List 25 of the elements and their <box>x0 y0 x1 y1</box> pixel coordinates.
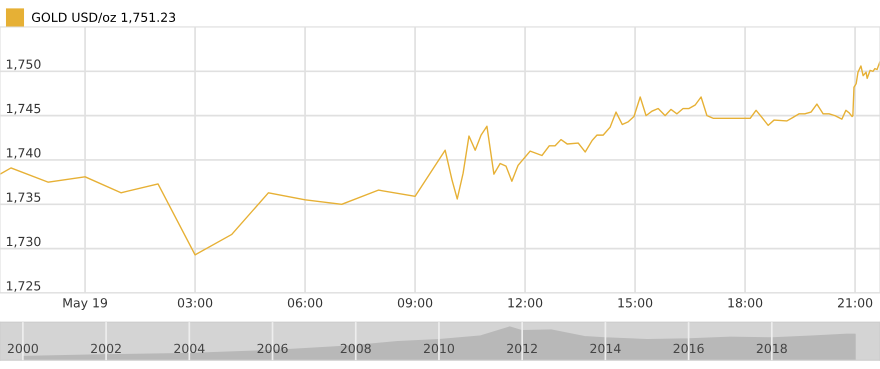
x-tick-label: 2018 <box>756 344 787 354</box>
x-tick-label: 2004 <box>174 344 205 354</box>
x-tick-label: May 19 <box>63 298 108 310</box>
x-tick-label: 2012 <box>507 344 537 354</box>
x-tick-label: 2002 <box>91 344 121 354</box>
x-tick-label: 2006 <box>258 344 288 354</box>
x-tick-label: 2010 <box>424 344 454 354</box>
x-tick-label: 2008 <box>340 344 371 354</box>
x-tick-label: 2016 <box>674 344 704 354</box>
x-tick-label: 15:00 <box>618 298 652 308</box>
y-tick-label: 1,750 <box>6 59 41 70</box>
y-tick-label: 1,735 <box>6 192 40 204</box>
y-tick-label: 1,730 <box>6 236 41 248</box>
x-tick-label: 06:00 <box>288 298 322 308</box>
x-tick-label: 2014 <box>590 344 621 354</box>
x-tick-label: 2000 <box>8 344 38 354</box>
x-tick-label: 09:00 <box>398 298 432 308</box>
x-tick-label: 18:00 <box>728 298 762 308</box>
x-tick-label: 12:00 <box>508 298 542 308</box>
legend-label: GOLD USD/oz 1,751.23 <box>32 12 176 24</box>
y-tick-label: 1,745 <box>6 104 40 114</box>
x-tick-label: 21:00 <box>838 298 872 308</box>
x-tick-label: 03:00 <box>178 298 212 308</box>
y-tick-label: 1,725 <box>6 281 40 292</box>
y-tick-label: 1,740 <box>6 148 41 159</box>
